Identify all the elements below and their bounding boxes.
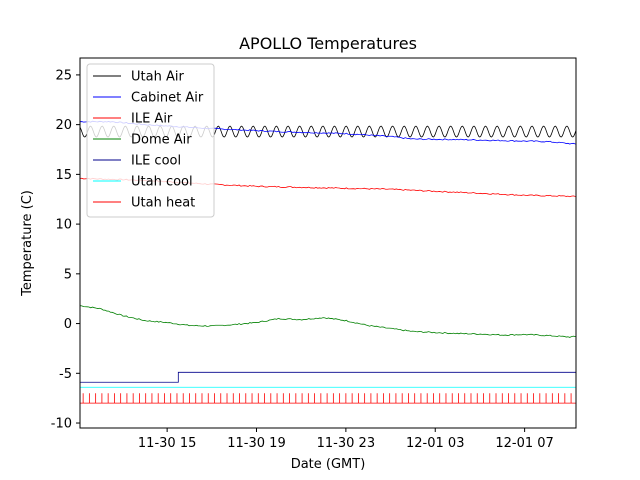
x-axis: 11-30 15 11-30 19 11-30 23 12-01 03 12-01 07 [138,428,554,451]
x-tick-label: 11-30 15 [138,436,196,451]
series-line-ile-air [80,177,576,198]
y-axis-label: Temperature (C) [20,190,35,297]
y-tick-label: 0 [64,317,72,332]
y-tick-label: 20 [55,118,72,133]
series-line-ile-cool [80,371,576,383]
plot-frame [79,57,577,429]
x-tick-label: 12-01 07 [495,436,553,451]
y-tick-label: -10 [51,417,72,432]
x-axis-label: Date (GMT) [291,457,366,472]
series-line-utah-heat [80,393,576,404]
series-line-cabinet-air [80,120,576,145]
series-line-utah-air [80,125,576,138]
legend-label-ile-cool: ILE cool [131,154,181,169]
y-tick-label: -5 [59,367,72,382]
legend-label-dome-air: Dome Air [131,133,192,148]
y-tick-label: 10 [55,218,72,233]
x-tick-label: 11-30 23 [317,436,375,451]
legend-box [86,63,215,218]
y-axis: -10 -5 0 5 10 15 20 25 [51,68,80,432]
legend-label-utah-heat: Utah heat [131,196,195,211]
legend-label-utah-air: Utah Air [131,70,184,85]
y-tick-label: 5 [64,267,72,282]
y-tick-label: 15 [55,168,72,183]
legend-label-utah-cool: Utah cool [131,175,193,190]
legend: Utah Air Cabinet Air ILE Air Dome Air ILE co… [86,63,215,218]
x-tick-label: 12-01 03 [406,436,464,451]
legend-label-cabinet-air: Cabinet Air [131,91,204,106]
chart-title: APOLLO Temperatures [239,34,417,53]
x-tick-label: 11-30 19 [227,436,285,451]
plot-area [80,120,576,404]
series-line-dome-air [80,305,576,338]
y-tick-label: 25 [55,68,72,83]
legend-label-ile-air: ILE Air [131,112,173,127]
